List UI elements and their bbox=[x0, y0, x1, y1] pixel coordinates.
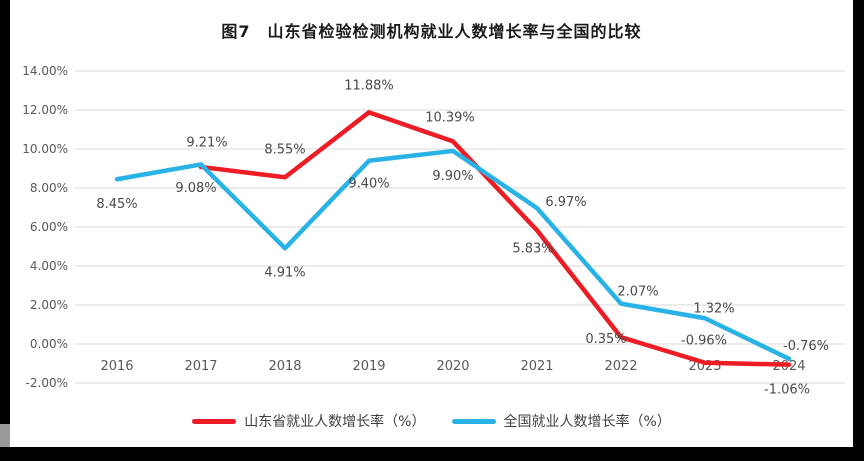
data-label: 10.39% bbox=[425, 110, 475, 125]
data-label: 11.88% bbox=[344, 78, 394, 93]
data-label: 8.45% bbox=[96, 197, 137, 212]
data-label: -0.96% bbox=[681, 334, 727, 349]
bottom-border-bar bbox=[0, 447, 864, 461]
y-axis-tick-label: 8.00% bbox=[30, 181, 68, 195]
data-label: 9.08% bbox=[175, 181, 216, 196]
x-axis-tick-label: 2021 bbox=[520, 359, 553, 374]
y-axis-tick-label: 2.00% bbox=[30, 298, 68, 312]
data-label: 9.90% bbox=[432, 169, 473, 184]
shandong-legend-label: 山东省就业人数增长率（%） bbox=[244, 414, 426, 430]
national-legend-label: 全国就业人数增长率（%） bbox=[503, 414, 671, 430]
data-label: 5.83% bbox=[512, 241, 553, 256]
data-label: 9.21% bbox=[186, 135, 227, 150]
shandong-series-line bbox=[198, 110, 792, 367]
left-scrollbar-thumb[interactable] bbox=[0, 424, 10, 447]
y-axis-tick-label: 6.00% bbox=[30, 220, 68, 234]
legend-item-national: 全国就业人数增长率（%） bbox=[451, 411, 671, 431]
data-label: 1.32% bbox=[693, 301, 734, 316]
y-axis-tick-label: 12.00% bbox=[22, 103, 68, 117]
left-border-bar bbox=[0, 0, 10, 461]
x-axis-tick-label: 2020 bbox=[436, 359, 469, 374]
chart-legend: 山东省就业人数增长率（%） 全国就业人数增长率（%） bbox=[10, 411, 853, 431]
data-label: 8.55% bbox=[264, 142, 305, 157]
y-axis-tick-label: 10.00% bbox=[22, 142, 68, 156]
y-axis-tick-label: 0.00% bbox=[30, 337, 68, 351]
data-label: 0.35% bbox=[585, 332, 626, 347]
y-axis-tick-label: 4.00% bbox=[30, 259, 68, 273]
chart-title: 图7 山东省检验检测机构就业人数增长率与全国的比较 bbox=[221, 22, 642, 41]
national-line-swatch bbox=[451, 418, 496, 424]
shandong-line-swatch bbox=[192, 418, 237, 424]
x-axis-tick-label: 2018 bbox=[268, 359, 301, 374]
x-axis-tick-label: 2019 bbox=[352, 359, 385, 374]
y-axis-tick-label: -2.00% bbox=[26, 376, 68, 390]
data-label: -0.76% bbox=[783, 339, 829, 354]
x-axis-tick-label: 2017 bbox=[184, 359, 217, 374]
y-axis-tick-label: 14.00% bbox=[22, 64, 68, 78]
data-label: 9.40% bbox=[348, 177, 389, 192]
legend-item-shandong: 山东省就业人数增长率（%） bbox=[192, 411, 426, 431]
x-axis-tick-label: 2016 bbox=[100, 359, 133, 374]
national-series-line bbox=[114, 148, 792, 362]
x-axis-tick-label: 2022 bbox=[604, 359, 637, 374]
data-label: 2.07% bbox=[617, 285, 658, 300]
data-label: -1.06% bbox=[764, 383, 810, 398]
data-label: 4.91% bbox=[264, 265, 305, 280]
right-border-bar bbox=[853, 0, 864, 461]
data-label: 6.97% bbox=[545, 195, 586, 210]
